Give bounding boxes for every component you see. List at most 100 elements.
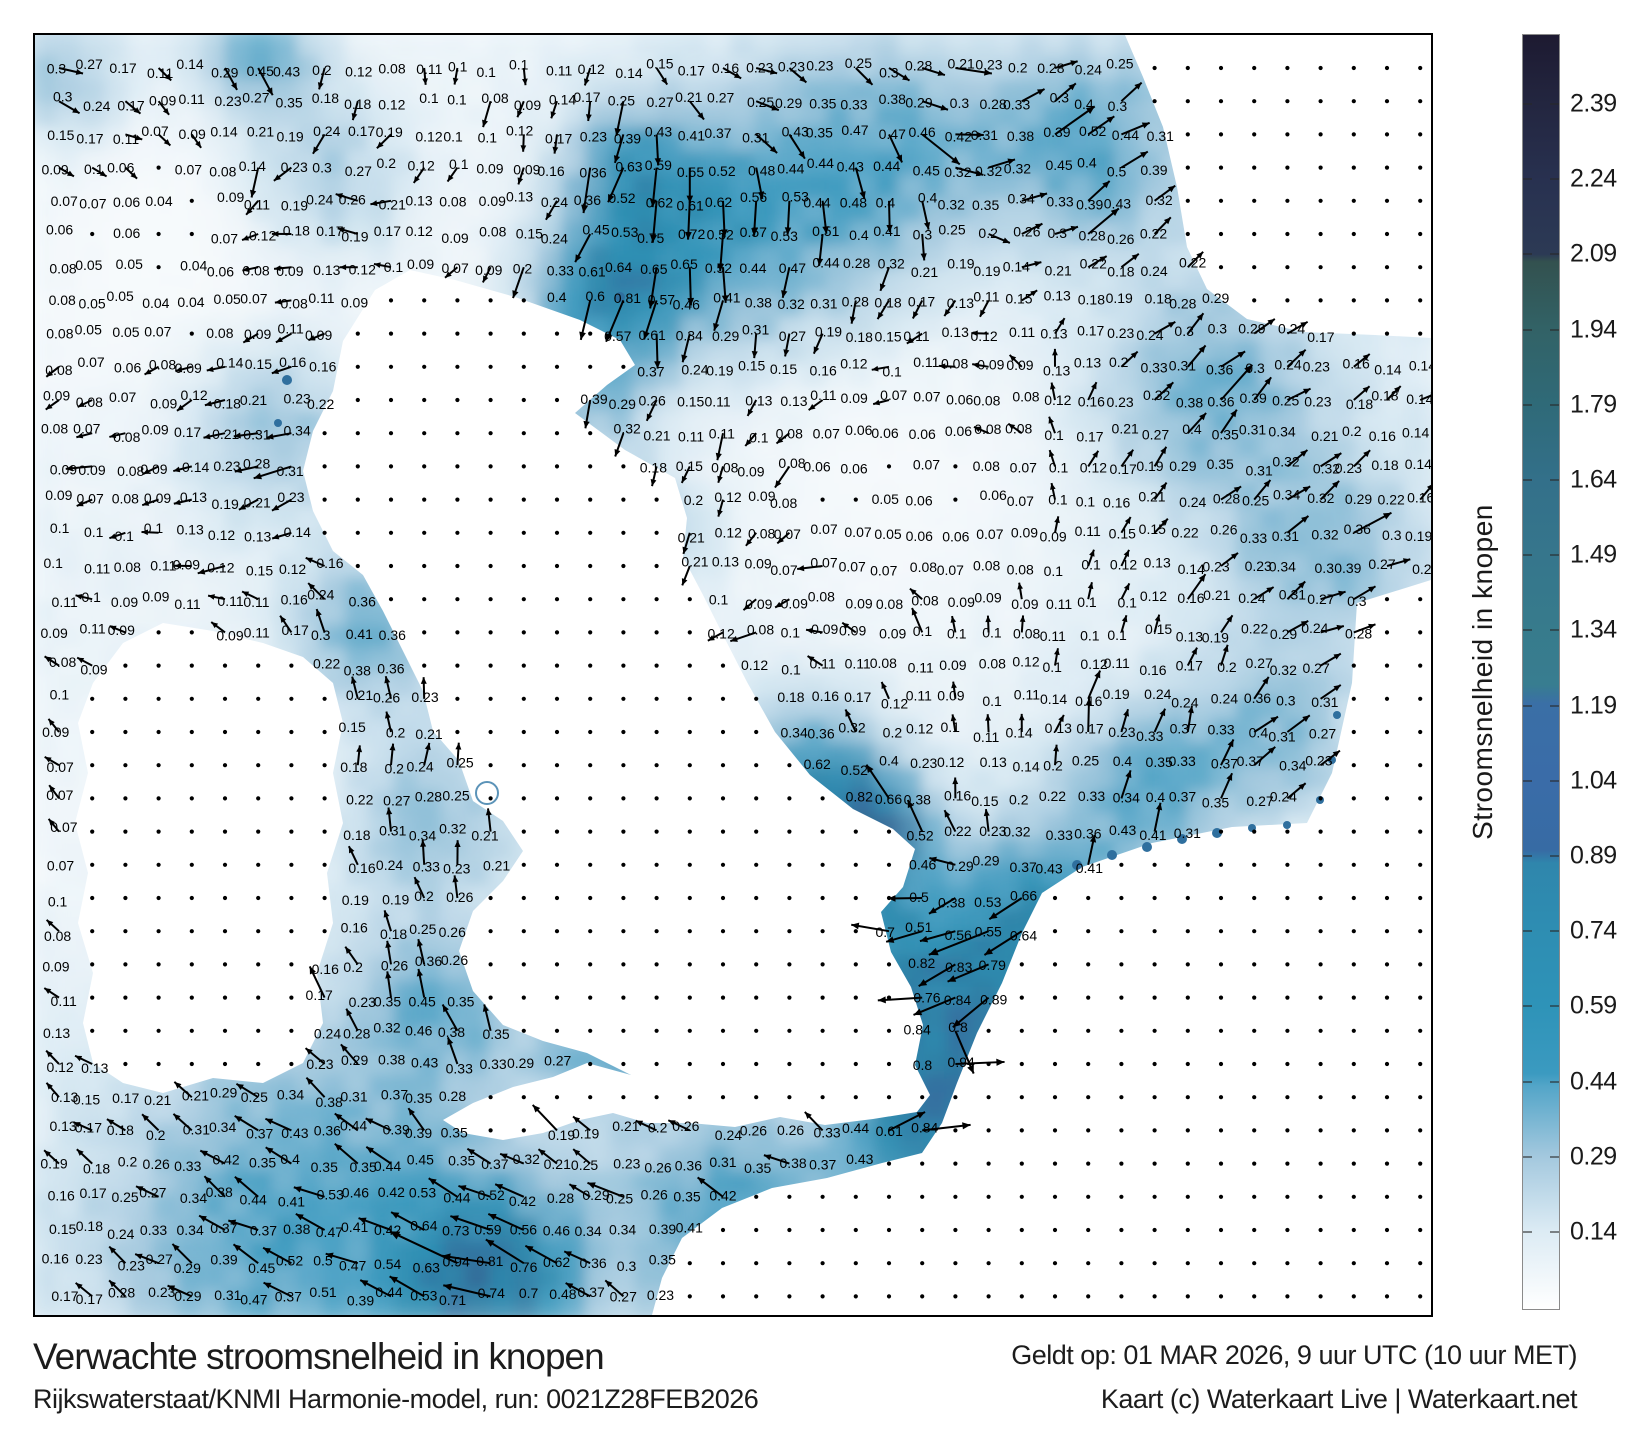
current-arrow-head	[416, 968, 423, 977]
speed-value-label: 0.09	[441, 230, 468, 246]
speed-value-label: 0.35	[374, 994, 401, 1010]
grid-dot	[754, 1095, 759, 1100]
current-arrow-head	[1019, 615, 1026, 623]
speed-value-label: 0.48	[549, 1286, 576, 1302]
grid-dot	[189, 829, 194, 834]
speed-value-label: 0.09	[141, 421, 168, 437]
grid-dot	[654, 729, 659, 735]
grid-dot	[1384, 796, 1390, 801]
colorbar-tick-mark	[1550, 704, 1559, 707]
grid-dot	[322, 763, 327, 768]
grid-dot	[488, 962, 493, 967]
speed-value-label: 0.26	[381, 958, 408, 974]
grid-dot	[687, 1261, 692, 1266]
current-arrow-head	[135, 1253, 143, 1260]
current-arrow-head	[242, 591, 250, 597]
island-dark	[282, 375, 292, 385]
speed-value-label: 0.23	[975, 57, 1002, 73]
speed-value-label: 0.25	[442, 787, 469, 803]
current-arrow-head	[233, 1244, 242, 1252]
grid-dot	[1318, 1061, 1323, 1067]
speed-value-label: 0.43	[1035, 861, 1062, 877]
grid-dot	[1052, 895, 1058, 901]
speed-value-label: 0.24	[681, 362, 708, 378]
current-arrow-head	[845, 709, 852, 717]
current-arrow-head	[442, 1004, 449, 1013]
speed-value-label: 0.28	[415, 788, 442, 804]
grid-dot	[455, 397, 460, 403]
grid-dot	[1285, 1095, 1290, 1100]
current-arrow-head	[907, 799, 914, 809]
speed-value-label: 0.94	[948, 1054, 975, 1070]
current-arrow-head	[312, 146, 319, 154]
speed-value-label: 0.43	[273, 64, 300, 80]
speed-value-label: 0.1	[940, 719, 960, 735]
grid-dot	[654, 829, 659, 834]
speed-value-label: 0.08	[808, 588, 835, 604]
grid-dot	[1252, 298, 1257, 303]
grid-dot	[256, 995, 261, 1000]
grid-dot	[1252, 829, 1257, 834]
grid-dot	[1285, 1227, 1290, 1233]
grid-dot	[820, 1227, 825, 1233]
grid-dot	[820, 995, 825, 1000]
grid-dot	[1384, 1294, 1390, 1299]
landmass-cotentin	[857, 1230, 922, 1315]
grid-dot	[1119, 862, 1124, 867]
speed-value-label: 0.11	[174, 596, 200, 612]
speed-value-label: 0.08	[979, 656, 1006, 672]
speed-value-label: 0.08	[49, 292, 76, 308]
current-arrow-head	[920, 253, 927, 261]
grid-dot	[1351, 1128, 1356, 1133]
current-arrow-head	[1267, 318, 1275, 326]
current-arrow-head	[204, 1176, 212, 1184]
speed-value-label: 0.15	[339, 719, 366, 735]
speed-value-label: 0.37	[809, 1157, 836, 1173]
speed-value-label: 0.21	[675, 89, 702, 105]
current-arrow-head	[408, 1108, 415, 1116]
grid-dot	[488, 895, 493, 901]
grid-dot	[588, 1095, 593, 1100]
grid-dot	[488, 464, 493, 469]
grid-dot	[1318, 1261, 1323, 1266]
speed-value-label: 0.16	[1078, 393, 1105, 409]
grid-dot	[1252, 1095, 1257, 1100]
grid-dot	[1351, 995, 1356, 1000]
speed-value-label: 0.23	[213, 458, 240, 474]
speed-value-label: 0.36	[579, 1255, 606, 1271]
current-arrow-head	[1264, 377, 1272, 385]
grid-dot	[1418, 1061, 1423, 1067]
current-arrow-head	[1099, 256, 1107, 263]
grid-dot	[1351, 165, 1356, 170]
current-arrow-head	[1124, 517, 1131, 525]
speed-value-label: 0.06	[942, 529, 969, 545]
speed-value-label: 0.07	[1007, 493, 1034, 509]
grid-dot	[853, 862, 858, 867]
speed-value-label: 0.84	[911, 1119, 938, 1135]
current-arrow-head	[583, 78, 590, 86]
grid-dot	[554, 597, 560, 602]
speed-value-label: 0.2	[1009, 791, 1029, 807]
grid-dot	[1418, 829, 1423, 834]
speed-value-label: 0.52	[705, 260, 732, 276]
speed-value-label: 0.22	[1241, 620, 1268, 636]
speed-value-label: 0.05	[874, 526, 901, 542]
speed-value-label: 0.23	[910, 755, 937, 771]
speed-value-label: 0.07	[870, 562, 897, 578]
speed-value-label: 0.36	[349, 594, 376, 610]
current-arrow-head	[643, 331, 650, 340]
speed-value-label: 0.34	[574, 1223, 601, 1239]
grid-dot	[1418, 663, 1423, 668]
speed-value-label: 0.05	[75, 321, 102, 337]
speed-value-label: 0.13	[712, 553, 739, 569]
grid-annotations-layer: 0.30.270.170.110.140.290.450.430.20.120.…	[40, 55, 1431, 1308]
speed-value-label: 0.14	[1406, 391, 1431, 407]
speed-value-label: 0.22	[346, 791, 373, 807]
speed-value-label: 0.38	[283, 1221, 310, 1237]
speed-value-label: 0.14	[1178, 561, 1205, 577]
speed-value-label: 0.14	[239, 158, 266, 174]
speed-value-label: 0.17	[51, 1288, 78, 1304]
current-arrow-head	[952, 777, 959, 785]
speed-value-label: 0.26	[641, 1186, 668, 1202]
speed-value-label: 0.04	[142, 295, 169, 311]
